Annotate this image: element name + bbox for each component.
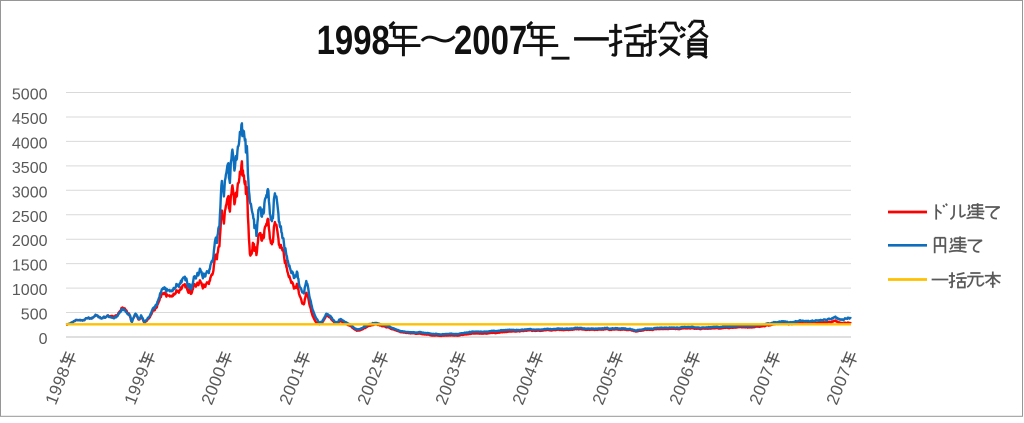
- svg-text:0: 0: [39, 331, 48, 348]
- svg-text:2500: 2500: [12, 209, 48, 226]
- svg-text:4500: 4500: [12, 111, 48, 128]
- svg-text:1000: 1000: [12, 282, 48, 299]
- svg-text:500: 500: [21, 307, 48, 324]
- svg-text:4000: 4000: [12, 135, 48, 152]
- svg-text:1500: 1500: [12, 258, 48, 275]
- svg-text:3000: 3000: [12, 184, 48, 201]
- svg-text:2007: 2007: [454, 17, 527, 63]
- svg-text:5000: 5000: [12, 87, 48, 104]
- svg-text:3500: 3500: [12, 160, 48, 177]
- svg-text:1998: 1998: [317, 17, 390, 63]
- svg-text:2000: 2000: [12, 233, 48, 250]
